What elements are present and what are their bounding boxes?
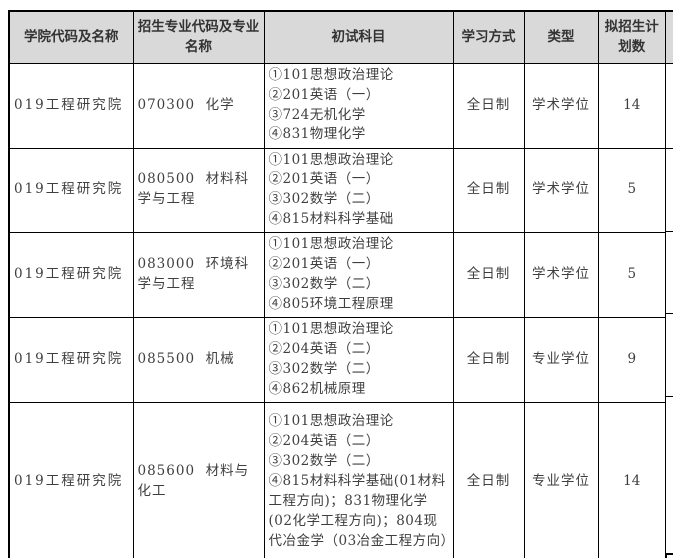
major-cell: 085500 机械 <box>132 317 265 404</box>
plan-count-cell: 14 <box>597 62 667 149</box>
major-cell: 080500 材料科学与工程 <box>132 147 265 234</box>
subject-line: ④815材料科学基础 <box>268 211 394 228</box>
plan-count-cell: 5 <box>597 147 667 234</box>
subjects-cell: ①101思想政治理论 ②204英语（二） ③302数学（二） ④815材料科学基… <box>263 402 454 558</box>
subjects-cell: ①101思想政治理论 ②201英语（一） ③302数学（二） ④805环境工程原… <box>263 232 454 319</box>
table-row: 019工程研究院 085600 材料与化工 ①101思想政治理论 ②204英语（… <box>8 402 667 558</box>
college-cell: 019工程研究院 <box>8 317 134 404</box>
subject-line: ②201英语（一） <box>268 256 380 273</box>
degree-type-cell: 学术学位 <box>523 232 599 319</box>
degree-type-cell: 专业学位 <box>523 402 599 558</box>
col-header-degree-type: 类型 <box>523 10 599 64</box>
table-row: 019工程研究院 083000 环境科学与工程 ①101思想政治理论 ②201英… <box>8 232 667 319</box>
degree-type-cell: 学术学位 <box>523 147 599 234</box>
subjects-cell: ①101思想政治理论 ②204英语（二） ③302数学（二） ④862机械原理 <box>263 317 454 404</box>
subjects-cell: ①101思想政治理论 ②201英语（一） ③302数学（二） ④815材料科学基… <box>263 147 454 234</box>
table-row: 019工程研究院 085500 机械 ①101思想政治理论 ②204英语（二） … <box>8 317 667 404</box>
col-header-plan-count: 拟招生计划数 <box>597 10 667 64</box>
subject-line: ③302数学（二） <box>268 276 380 293</box>
major-cell: 085600 材料与化工 <box>132 402 265 558</box>
col-header-major-code: 招生专业代码及专业名称 <box>132 10 265 64</box>
study-mode-cell: 全日制 <box>452 317 525 404</box>
cutoff-column-sliver <box>666 10 673 555</box>
plan-count-cell: 14 <box>597 402 667 558</box>
col-header-study-mode: 学习方式 <box>452 10 525 64</box>
col-header-college-code: 学院代码及名称 <box>8 10 134 64</box>
degree-type-cell: 学术学位 <box>523 62 599 149</box>
table-row: 019工程研究院 080500 材料科学与工程 ①101思想政治理论 ②201英… <box>8 147 667 234</box>
degree-type-cell: 专业学位 <box>523 317 599 404</box>
subject-line: ③724无机化学 <box>268 106 366 123</box>
subjects-cell: ①101思想政治理论 ②201英语（一） ③724无机化学 ④831物理化学 <box>263 62 454 149</box>
subject-line: ④862机械原理 <box>268 381 366 398</box>
subject-line: ④805环境工程原理 <box>268 296 394 313</box>
subject-line: ①101思想政治理论 <box>268 413 394 430</box>
study-mode-cell: 全日制 <box>452 62 525 149</box>
plan-count-cell: 9 <box>597 317 667 404</box>
subject-line: ④831物理化学 <box>268 126 366 143</box>
subject-line: ②204英语（二） <box>268 341 380 358</box>
college-cell: 019工程研究院 <box>8 402 134 558</box>
subject-line: ①101思想政治理论 <box>268 236 394 253</box>
subject-line: ④815材料科学基础(01材料工程方向)；831物理化学(02化学工程方向)；8… <box>268 473 453 550</box>
college-cell: 019工程研究院 <box>8 62 134 149</box>
subject-line: ①101思想政治理论 <box>268 321 394 338</box>
col-header-exam-subjects: 初试科目 <box>263 10 454 64</box>
table-row: 019工程研究院 070300 化学 ①101思想政治理论 ②201英语（一） … <box>8 62 667 149</box>
admissions-table: 学院代码及名称 招生专业代码及专业名称 初试科目 学习方式 类型 拟招生计划数 … <box>8 10 667 558</box>
subject-line: ②201英语（一） <box>268 86 380 103</box>
study-mode-cell: 全日制 <box>452 402 525 558</box>
study-mode-cell: 全日制 <box>452 147 525 234</box>
subject-line: ②201英语（一） <box>268 171 380 188</box>
subject-line: ①101思想政治理论 <box>268 66 394 83</box>
subject-line: ①101思想政治理论 <box>268 151 394 168</box>
subject-line: ③302数学（二） <box>268 453 380 470</box>
plan-count-cell: 5 <box>597 232 667 319</box>
college-cell: 019工程研究院 <box>8 147 134 234</box>
study-mode-cell: 全日制 <box>452 232 525 319</box>
header-row: 学院代码及名称 招生专业代码及专业名称 初试科目 学习方式 类型 拟招生计划数 <box>8 10 667 64</box>
subject-line: ②204英语（二） <box>268 433 380 450</box>
subject-line: ③302数学（二） <box>268 191 380 208</box>
major-cell: 070300 化学 <box>132 62 265 149</box>
college-cell: 019工程研究院 <box>8 232 134 319</box>
subject-line: ③302数学（二） <box>268 361 380 378</box>
major-cell: 083000 环境科学与工程 <box>132 232 265 319</box>
cutoff-header-fragment <box>666 12 673 64</box>
